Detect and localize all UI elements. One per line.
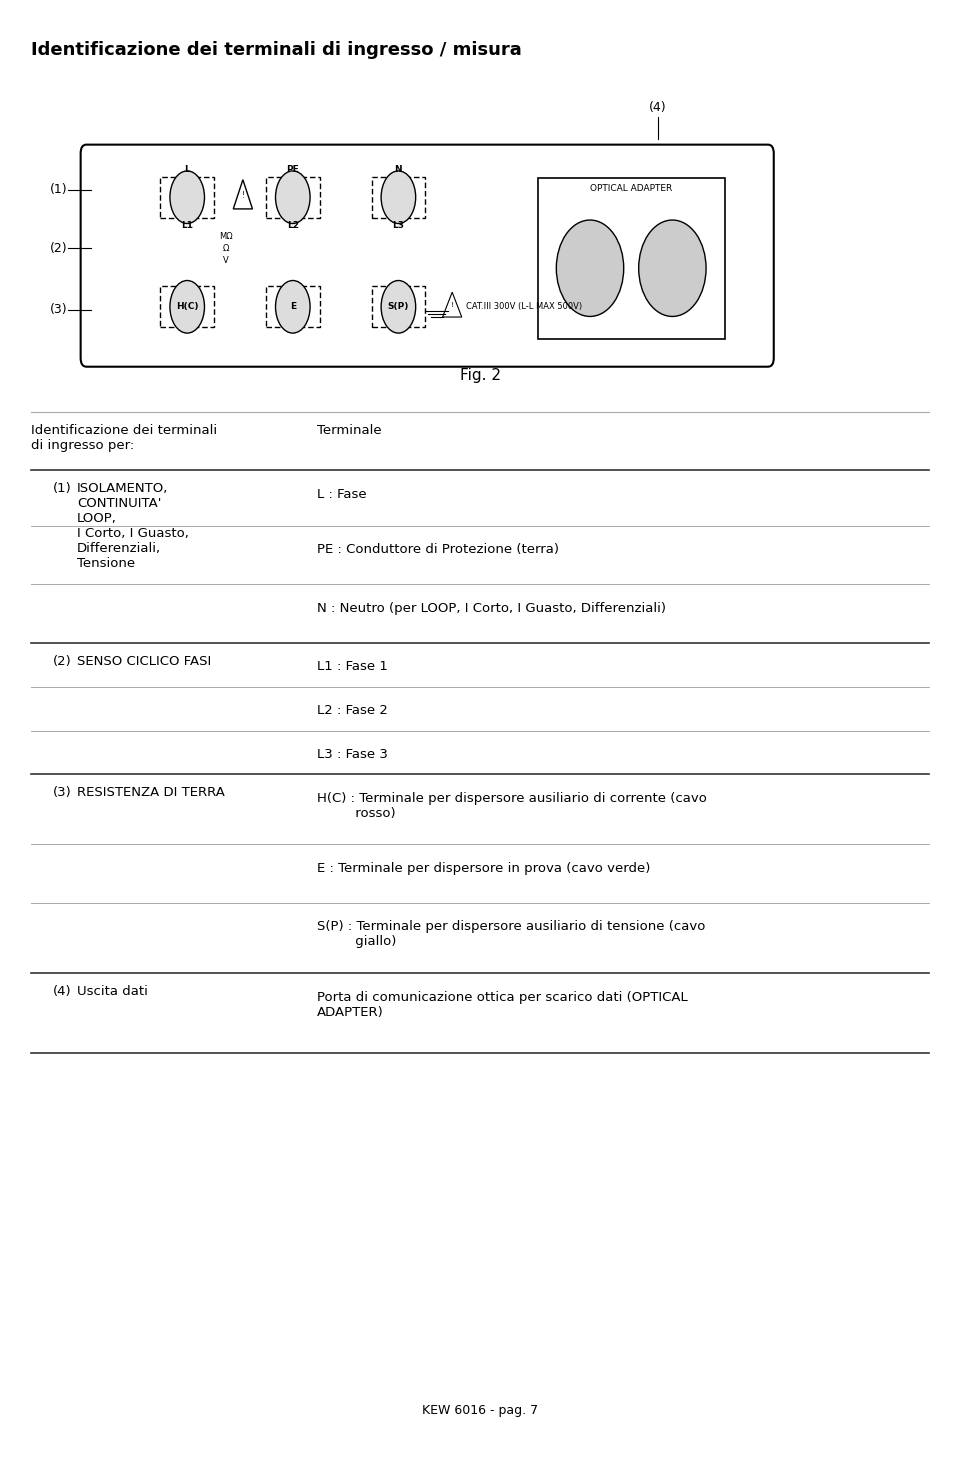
Text: (1): (1) — [50, 184, 67, 196]
Text: N: N — [395, 165, 402, 174]
Text: L2: L2 — [287, 221, 299, 229]
FancyBboxPatch shape — [266, 177, 320, 218]
Text: OPTICAL ADAPTER: OPTICAL ADAPTER — [590, 184, 672, 193]
Ellipse shape — [638, 221, 707, 317]
Text: L3: L3 — [393, 221, 404, 229]
Text: Uscita dati: Uscita dati — [77, 985, 148, 998]
Ellipse shape — [381, 281, 416, 333]
Text: L1 : Fase 1: L1 : Fase 1 — [317, 660, 388, 674]
Text: L2 : Fase 2: L2 : Fase 2 — [317, 704, 388, 717]
FancyBboxPatch shape — [81, 145, 774, 367]
Text: N : Neutro (per LOOP, I Corto, I Guasto, Differenziali): N : Neutro (per LOOP, I Corto, I Guasto,… — [317, 602, 666, 615]
FancyBboxPatch shape — [538, 178, 725, 339]
Text: PE: PE — [286, 165, 300, 174]
Text: (4): (4) — [649, 101, 666, 114]
Ellipse shape — [276, 281, 310, 333]
Text: Porta di comunicazione ottica per scarico dati (OPTICAL
ADAPTER): Porta di comunicazione ottica per scaric… — [317, 991, 687, 1018]
Ellipse shape — [276, 171, 310, 224]
Text: (3): (3) — [50, 304, 67, 316]
Text: L1: L1 — [181, 221, 193, 229]
Text: S(P) : Terminale per dispersore ausiliario di tensione (cavo
         giallo): S(P) : Terminale per dispersore ausiliar… — [317, 920, 706, 948]
Text: SENSO CICLICO FASI: SENSO CICLICO FASI — [77, 655, 211, 668]
Text: Terminale: Terminale — [317, 424, 381, 437]
Text: (1): (1) — [53, 482, 72, 495]
Text: H(C) : Terminale per dispersore ausiliario di corrente (cavo
         rosso): H(C) : Terminale per dispersore ausiliar… — [317, 792, 707, 820]
Text: Fig. 2: Fig. 2 — [460, 368, 500, 383]
Polygon shape — [443, 292, 462, 317]
Text: Identificazione dei terminali di ingresso / misura: Identificazione dei terminali di ingress… — [31, 41, 521, 58]
Polygon shape — [233, 180, 252, 209]
Ellipse shape — [381, 171, 416, 224]
Text: MΩ: MΩ — [219, 232, 232, 241]
FancyBboxPatch shape — [266, 286, 320, 327]
Text: E : Terminale per dispersore in prova (cavo verde): E : Terminale per dispersore in prova (c… — [317, 862, 650, 875]
Text: V: V — [223, 256, 228, 264]
Text: L: L — [184, 165, 190, 174]
Text: (4): (4) — [53, 985, 71, 998]
Text: (2): (2) — [50, 243, 67, 254]
Text: !: ! — [241, 191, 245, 200]
Text: L3 : Fase 3: L3 : Fase 3 — [317, 748, 388, 761]
Text: KEW 6016 - pag. 7: KEW 6016 - pag. 7 — [422, 1404, 538, 1417]
FancyBboxPatch shape — [372, 286, 425, 327]
FancyBboxPatch shape — [372, 177, 425, 218]
FancyBboxPatch shape — [160, 177, 214, 218]
Text: L : Fase: L : Fase — [317, 488, 367, 501]
Text: (2): (2) — [53, 655, 72, 668]
Text: CAT.III 300V (L-L MAX 500V): CAT.III 300V (L-L MAX 500V) — [466, 302, 582, 311]
Text: E: E — [290, 302, 296, 311]
Ellipse shape — [170, 171, 204, 224]
Text: Ω: Ω — [223, 244, 228, 253]
Text: PE : Conduttore di Protezione (terra): PE : Conduttore di Protezione (terra) — [317, 543, 559, 557]
Text: H(C): H(C) — [176, 302, 199, 311]
Text: Identificazione dei terminali
di ingresso per:: Identificazione dei terminali di ingress… — [31, 424, 217, 451]
Text: ISOLAMENTO,
CONTINUITA'
LOOP,
I Corto, I Guasto,
Differenziali,
Tensione: ISOLAMENTO, CONTINUITA' LOOP, I Corto, I… — [77, 482, 189, 570]
Text: S(P): S(P) — [388, 302, 409, 311]
Ellipse shape — [557, 221, 624, 317]
FancyBboxPatch shape — [160, 286, 214, 327]
Text: RESISTENZA DI TERRA: RESISTENZA DI TERRA — [77, 786, 225, 799]
Ellipse shape — [170, 281, 204, 333]
Text: (3): (3) — [53, 786, 72, 799]
Text: !: ! — [451, 302, 453, 308]
